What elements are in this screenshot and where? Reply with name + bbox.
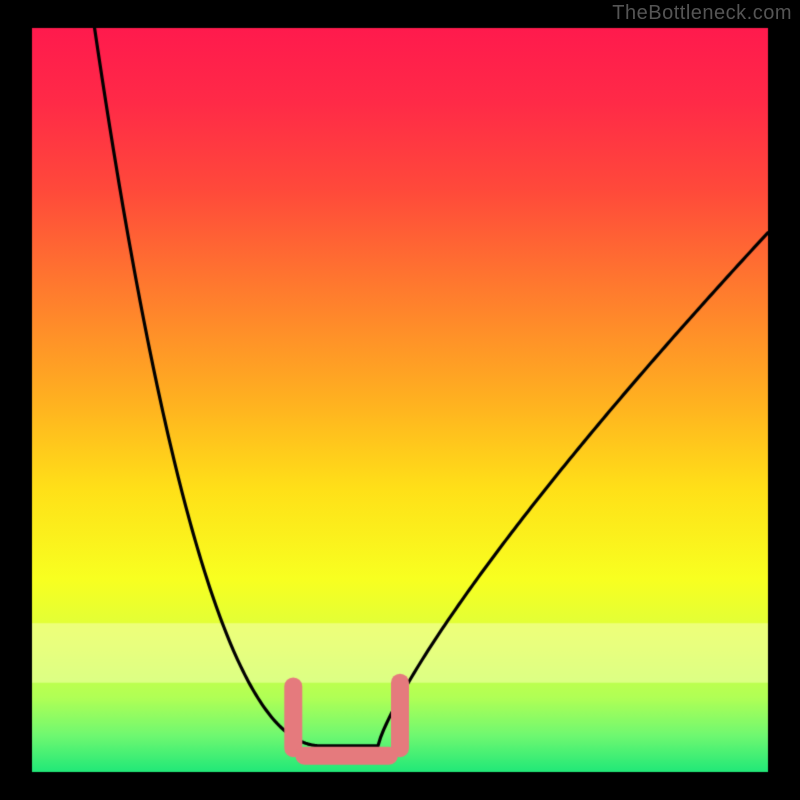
bottleneck-chart: [0, 0, 800, 800]
